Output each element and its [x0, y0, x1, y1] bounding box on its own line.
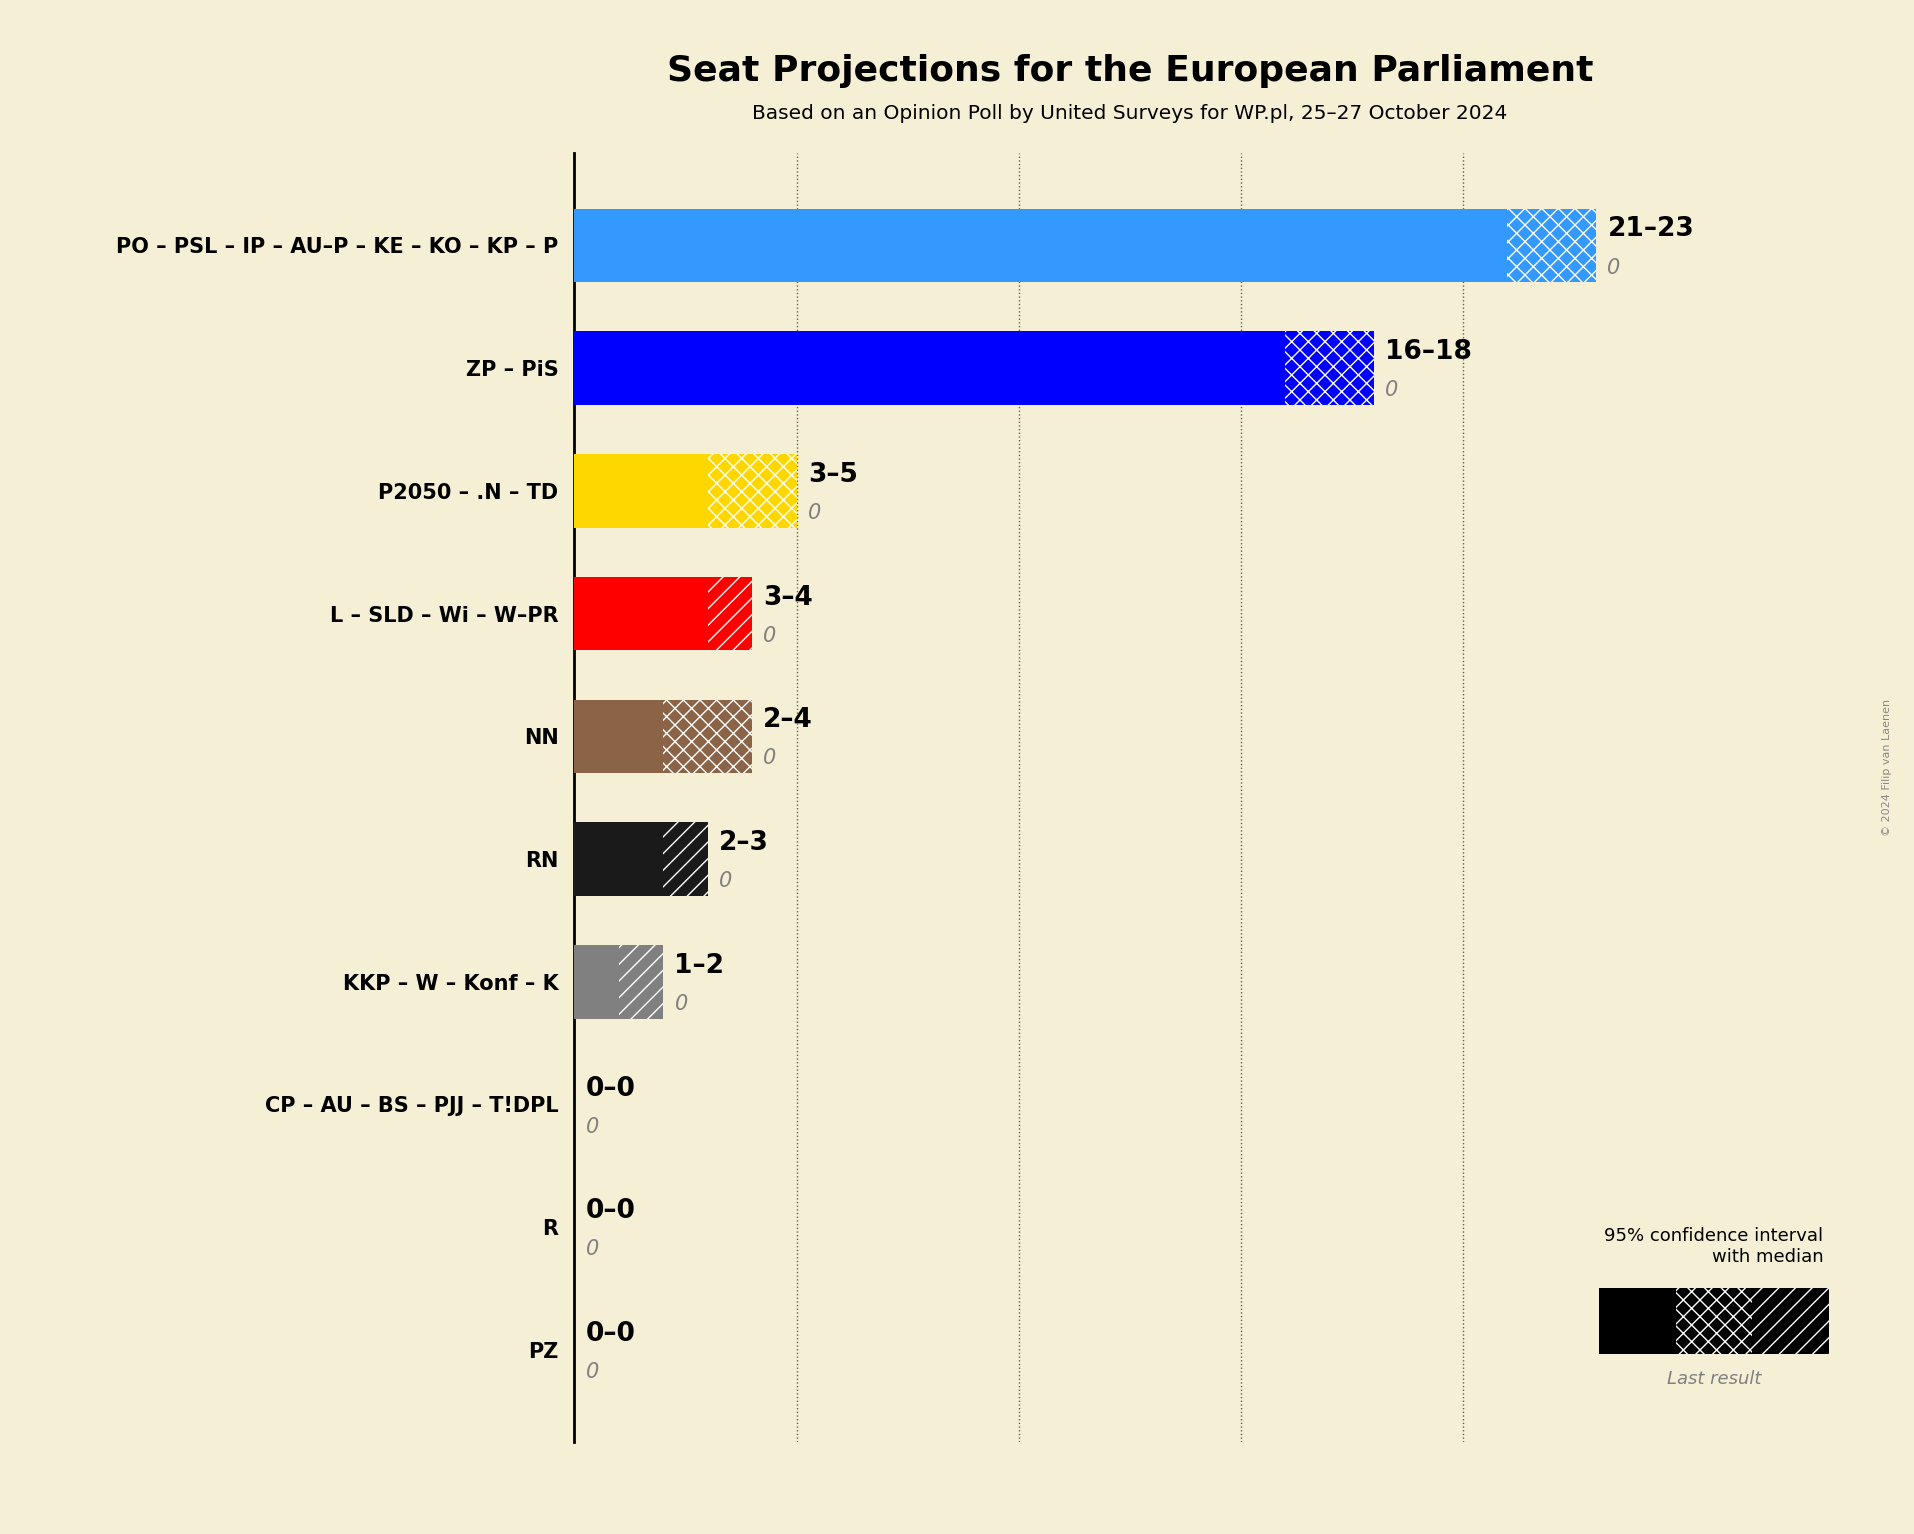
Bar	[618, 945, 662, 1019]
Bar	[574, 945, 618, 1019]
Bar	[574, 454, 708, 528]
Bar	[1506, 209, 1596, 282]
Text: 95% confidence interval
with median: 95% confidence interval with median	[1604, 1227, 1822, 1266]
Bar	[662, 700, 752, 773]
Text: © 2024 Filip van Laenen: © 2024 Filip van Laenen	[1881, 698, 1891, 836]
Text: 0: 0	[1384, 380, 1397, 400]
Text: 2–3: 2–3	[718, 830, 768, 856]
Text: 16–18: 16–18	[1384, 339, 1472, 365]
Bar	[574, 577, 708, 650]
Text: 0: 0	[586, 1362, 599, 1382]
Text: 3–5: 3–5	[808, 462, 857, 488]
Bar	[574, 700, 662, 773]
Text: 0: 0	[586, 1117, 599, 1137]
Bar	[662, 822, 708, 896]
Text: 0: 0	[718, 871, 731, 891]
Text: 0: 0	[764, 749, 777, 769]
Bar	[1751, 1287, 1828, 1355]
Text: 1–2: 1–2	[674, 953, 723, 979]
Text: 0–0: 0–0	[586, 1075, 635, 1101]
Text: Seat Projections for the European Parliament: Seat Projections for the European Parlia…	[666, 54, 1592, 87]
Text: 0: 0	[674, 994, 687, 1014]
Text: 0: 0	[808, 503, 821, 523]
Text: 0–0: 0–0	[586, 1198, 635, 1224]
Bar	[574, 331, 1284, 405]
Bar	[1598, 1287, 1675, 1355]
Bar	[708, 454, 796, 528]
Text: 2–4: 2–4	[764, 707, 813, 733]
Bar	[1675, 1287, 1751, 1355]
Bar	[708, 577, 752, 650]
Bar	[574, 209, 1506, 282]
Text: 0: 0	[586, 1239, 599, 1259]
Bar	[1284, 331, 1374, 405]
Text: 0–0: 0–0	[586, 1321, 635, 1347]
Text: 3–4: 3–4	[764, 584, 813, 611]
Text: 0: 0	[764, 626, 777, 646]
Text: 0: 0	[1606, 258, 1619, 278]
Text: Last result: Last result	[1665, 1370, 1761, 1388]
Text: 21–23: 21–23	[1606, 216, 1694, 242]
Text: Based on an Opinion Poll by United Surveys for WP.pl, 25–27 October 2024: Based on an Opinion Poll by United Surve…	[752, 104, 1506, 123]
Bar	[574, 822, 662, 896]
